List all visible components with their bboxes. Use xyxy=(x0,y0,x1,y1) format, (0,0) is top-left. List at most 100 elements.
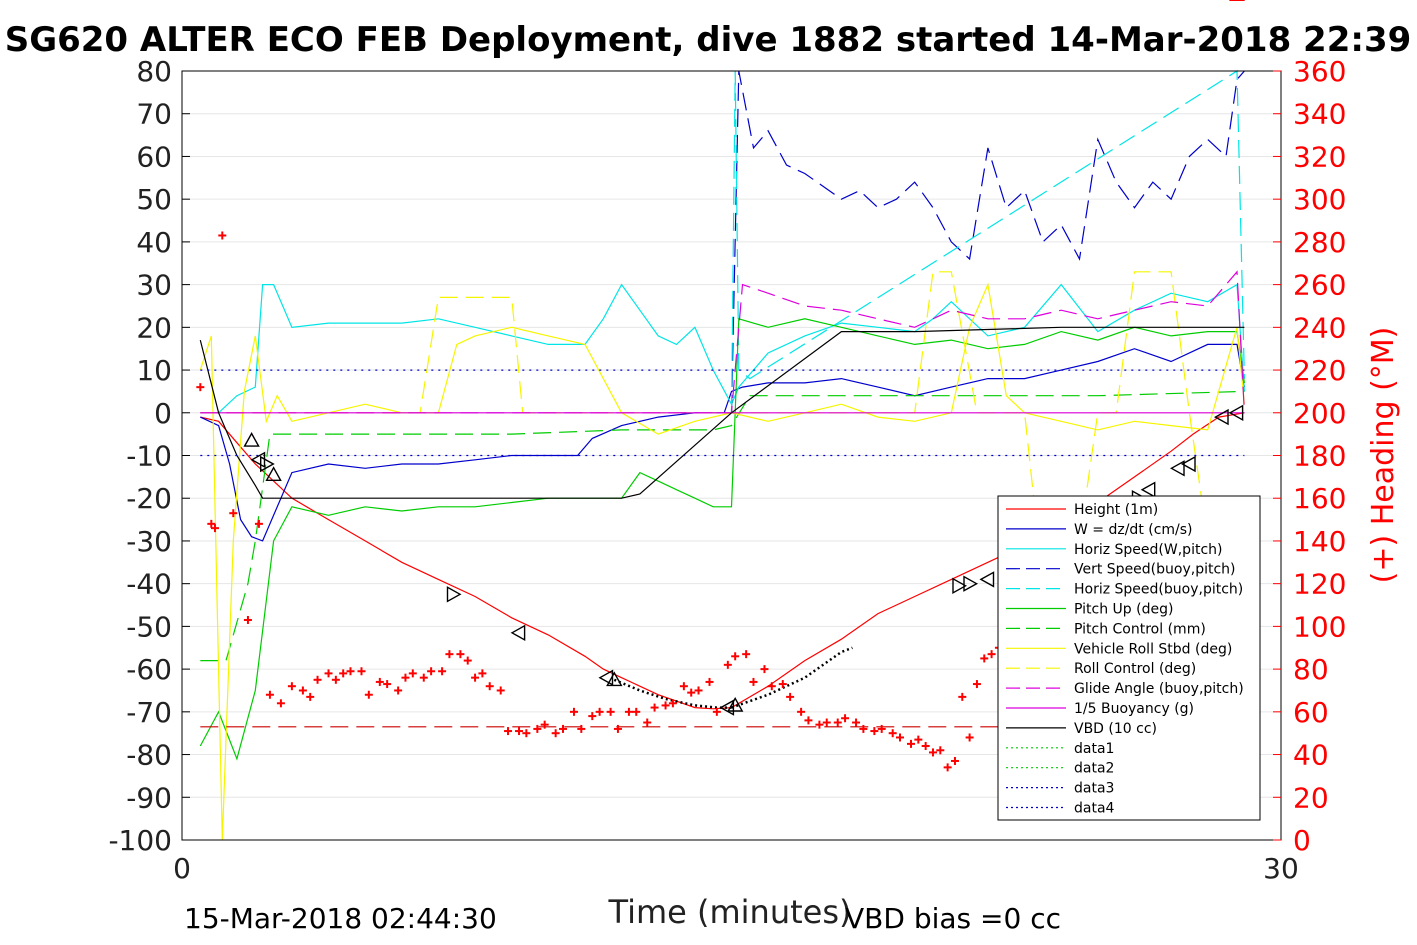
heading-point xyxy=(339,669,348,678)
heading-point xyxy=(522,729,531,738)
legend-label: 1/5 Buoyancy (g) xyxy=(1074,701,1194,717)
heading-point xyxy=(742,650,751,659)
heading-point xyxy=(723,660,732,669)
heading-point xyxy=(624,707,633,716)
heading-point xyxy=(595,707,604,716)
y-tick-label: 50 xyxy=(136,183,172,216)
heading-point xyxy=(687,688,696,697)
heading-point xyxy=(896,733,905,742)
heading-point xyxy=(694,686,703,695)
legend-label: Height (1m) xyxy=(1074,502,1158,518)
legend-item: Pitch Up (deg) xyxy=(1006,602,1173,618)
heading-point xyxy=(760,665,769,674)
gps-marker-left xyxy=(1180,455,1196,473)
legend-label: data2 xyxy=(1074,761,1114,777)
heading-point xyxy=(815,720,824,729)
legend-item: data3 xyxy=(1006,781,1114,797)
legend-item: Vehicle Roll Stbd (deg) xyxy=(1006,641,1232,657)
legend-item: data2 xyxy=(1006,761,1114,777)
heading-point xyxy=(427,667,436,676)
y-tick-label: -60 xyxy=(126,653,172,686)
heading-point xyxy=(357,667,366,676)
legend-item: Horiz Speed(buoy,pitch) xyxy=(1006,582,1243,598)
y-right-tick-label: 100 xyxy=(1293,610,1346,643)
legend-box xyxy=(997,495,1261,821)
heading-point xyxy=(445,650,454,659)
heading-point xyxy=(859,724,868,733)
y-right-tick-label: 280 xyxy=(1293,226,1346,259)
series-roll_ctrl xyxy=(200,271,1245,606)
heading-point xyxy=(822,718,831,727)
heading-point xyxy=(313,675,322,684)
y-tick-label: -100 xyxy=(108,824,172,857)
gps-marker-left xyxy=(719,699,735,716)
legend-item: Pitch Control (mm) xyxy=(1006,621,1206,637)
y-right-tick-label: 300 xyxy=(1293,183,1346,216)
heading-point xyxy=(833,718,842,727)
legend-label: data4 xyxy=(1074,801,1115,817)
heading-point xyxy=(767,682,776,691)
y-right-tick-label: 340 xyxy=(1293,98,1346,131)
gps-marker-left xyxy=(1228,404,1244,421)
heading-point xyxy=(196,383,205,392)
heading-point xyxy=(515,727,524,736)
legend-label: Horiz Speed(W,pitch) xyxy=(1074,542,1222,558)
legend-item: data4 xyxy=(1006,801,1115,817)
y-right-tick-label: 220 xyxy=(1293,354,1346,387)
legend-item: VBD (10 cc) xyxy=(1006,721,1157,737)
y-tick-label: -20 xyxy=(126,482,172,515)
heading-point xyxy=(210,524,219,533)
heading-point xyxy=(456,650,465,659)
gps-marker-right xyxy=(952,577,968,594)
y-tick-label: -90 xyxy=(126,781,172,814)
y-right-tick-label: 0 xyxy=(1293,824,1311,857)
y-right-tick-label: 360 xyxy=(1293,55,1346,88)
heading-point xyxy=(749,677,758,686)
heading-point xyxy=(471,673,480,682)
legend-item: Roll Control (deg) xyxy=(1006,661,1196,677)
heading-point xyxy=(504,727,513,736)
gps-marker-left xyxy=(979,571,995,588)
series-pitch_up xyxy=(199,318,1245,761)
y-tick-label: 0 xyxy=(154,397,172,430)
heading-point xyxy=(551,729,560,738)
heading-point xyxy=(987,650,996,659)
heading-point xyxy=(804,716,813,725)
series-vspeed_buoy xyxy=(730,70,1245,413)
y-right-tick-label: 240 xyxy=(1293,311,1346,344)
legend-item: W = dz/dt (cm/s) xyxy=(1006,522,1193,538)
heading-point xyxy=(841,714,850,723)
legend-label: W = dz/dt (cm/s) xyxy=(1074,522,1193,538)
heading-point xyxy=(888,729,897,738)
legend-item: Glide Angle (buoy,pitch) xyxy=(1006,681,1244,697)
heading-point xyxy=(907,739,916,748)
heading-point xyxy=(401,673,410,682)
heading-point xyxy=(324,669,333,678)
heading-point xyxy=(306,692,315,701)
series-pitch_ctrl xyxy=(200,390,1245,662)
heading-point xyxy=(383,680,392,689)
gps-marker-up xyxy=(243,432,260,447)
heading-point xyxy=(914,735,923,744)
y-tick-label: -50 xyxy=(126,610,172,643)
legend-label: Horiz Speed(buoy,pitch) xyxy=(1074,582,1243,598)
dotted-segment xyxy=(731,646,853,709)
chart-title: SG620 ALTER ECO FEB Deployment, dive 188… xyxy=(5,20,1412,60)
y-axis-right: 3603403203002802602402202001801601401201… xyxy=(1273,55,1346,857)
heading-point xyxy=(463,656,472,665)
y-tick-label: 30 xyxy=(136,269,172,302)
heading-point xyxy=(243,615,252,624)
y-tick-label: 20 xyxy=(136,311,172,344)
heading-point xyxy=(298,686,307,695)
heading-point xyxy=(408,669,417,678)
legend-item: 1/5 Buoyancy (g) xyxy=(1006,701,1194,717)
heading-point xyxy=(375,677,384,686)
heading-point xyxy=(364,690,373,699)
heading-point xyxy=(569,707,578,716)
heading-point xyxy=(936,746,945,755)
heading-point xyxy=(496,686,505,695)
heading-point xyxy=(577,724,586,733)
legend-label: Roll Control (deg) xyxy=(1074,661,1196,677)
y-right-tick-label: 160 xyxy=(1293,482,1346,515)
heading-point xyxy=(254,519,263,528)
